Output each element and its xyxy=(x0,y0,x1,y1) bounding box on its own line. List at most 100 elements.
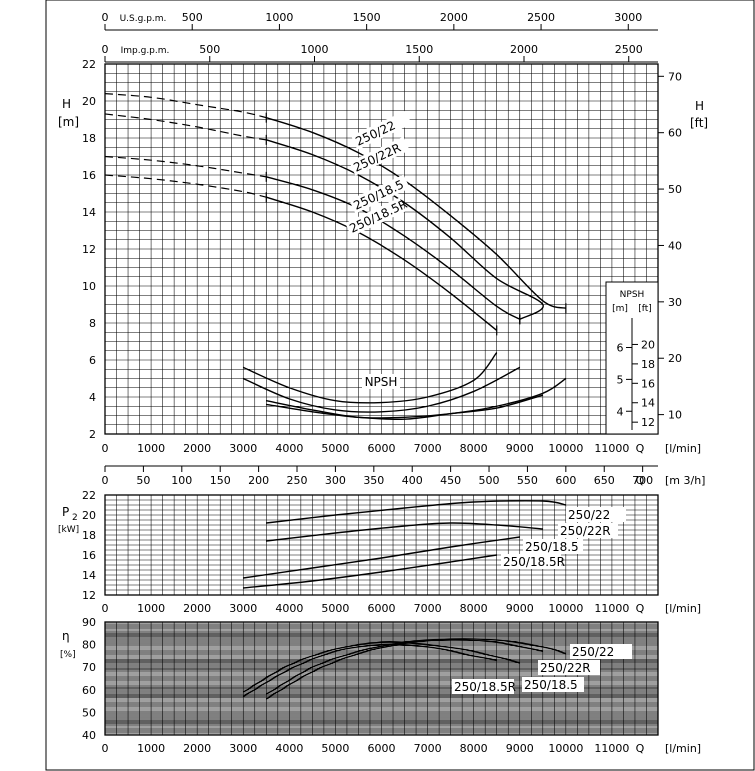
npsh-curve-label: NPSH xyxy=(365,375,398,389)
head-y-tick: 6 xyxy=(89,354,96,367)
head-curve-250185 xyxy=(266,176,521,320)
top-axis-impgpm-tick: 1500 xyxy=(405,43,433,56)
npsh-inset-title: NPSH xyxy=(620,290,645,300)
npsh-inset-ft-tick: 12 xyxy=(641,416,655,429)
top-axis-usgpm-tick: 2000 xyxy=(440,11,468,24)
page-border xyxy=(45,0,755,771)
head-x-tick: 0 xyxy=(102,442,109,455)
power-curve-label-bg xyxy=(523,539,583,554)
power-curve-label-bg xyxy=(501,554,561,569)
power-curve-label: 250/22 xyxy=(568,508,610,522)
eff-curve-label: 250/18.5R xyxy=(454,680,516,694)
head-y-tick: 18 xyxy=(82,132,96,145)
eff-x-tick: 10000 xyxy=(548,742,583,755)
head-x-tick: 11000 xyxy=(594,442,629,455)
eff-curve-label-bg xyxy=(452,679,514,694)
eff-x-label: Q xyxy=(636,742,645,755)
head-x-unit: [l/min] xyxy=(665,442,701,455)
eff-x-tick: 5000 xyxy=(321,742,349,755)
head-curve-label-bg xyxy=(349,174,410,214)
power-x-tick: 8000 xyxy=(460,602,488,615)
power-x-tick: 1000 xyxy=(137,602,165,615)
power-frame xyxy=(104,494,659,596)
m3h-axis-tick: 400 xyxy=(402,474,423,487)
eff-x-tick: 2000 xyxy=(183,742,211,755)
eff-y-tick: 40 xyxy=(82,729,96,742)
head-x-tick: 8000 xyxy=(460,442,488,455)
m3h-axis-label: Q xyxy=(636,474,645,487)
eff-curve-label-bg xyxy=(538,660,600,675)
top-axis-impgpm-tick: 1000 xyxy=(300,43,328,56)
head-y-tick: 2 xyxy=(89,428,96,441)
head-curve-dashed-250185 xyxy=(104,155,267,178)
power-y-unit: [kW] xyxy=(58,525,79,535)
eff-curve-label: 250/22R xyxy=(540,661,591,675)
m3h-axis-tick: 600 xyxy=(555,474,576,487)
npsh-inset-ft-tick: 18 xyxy=(641,358,655,371)
head-curve-label-bg xyxy=(351,110,412,150)
top-axis-impgpm-tick: 2000 xyxy=(510,43,538,56)
top-axis-impgpm-label: Imp.g.p.m. xyxy=(121,46,170,56)
top-axis-usgpm-tick: 500 xyxy=(182,11,203,24)
head-x-tick: 6000 xyxy=(368,442,396,455)
m3h-axis-tick: 700 xyxy=(632,474,653,487)
power-x-tick: 7000 xyxy=(414,602,442,615)
m3h-axis-tick: 200 xyxy=(248,474,269,487)
m3h-axis-tick: 500 xyxy=(479,474,500,487)
top-axis-usgpm-tick: 3000 xyxy=(614,11,642,24)
head-y-tick: 22 xyxy=(82,58,96,71)
npsh-curve xyxy=(266,394,543,421)
eff-x-tick: 4000 xyxy=(275,742,303,755)
power-curve-25022R xyxy=(266,522,543,542)
eff-curve-label-bg xyxy=(522,677,584,692)
npsh-inset-ft-tick: 14 xyxy=(641,397,655,410)
top-axis-usgpm-tick: 2500 xyxy=(527,11,555,24)
power-y-tick: 16 xyxy=(82,549,96,562)
npsh-inset-m-tick: 4 xyxy=(617,405,624,418)
power-y-tick: 18 xyxy=(82,529,96,542)
head-y-tick: 16 xyxy=(82,169,96,182)
eff-curve-label: 250/22 xyxy=(572,645,614,659)
top-axis-impgpm-tick: 2500 xyxy=(615,43,643,56)
power-x-tick: 6000 xyxy=(368,602,396,615)
head-x-tick: 7000 xyxy=(414,442,442,455)
head-y-tick: 8 xyxy=(89,317,96,330)
head-curve-25022 xyxy=(266,116,567,309)
m3h-axis-tick: 550 xyxy=(517,474,538,487)
head-y2-tick: 30 xyxy=(668,296,682,309)
head-y-tick: 12 xyxy=(82,243,96,256)
eff-x-tick: 3000 xyxy=(229,742,257,755)
head-y-unit: [m] xyxy=(58,115,79,129)
m3h-axis-tick: 450 xyxy=(440,474,461,487)
power-x-tick: 11000 xyxy=(594,602,629,615)
m3h-axis-unit: [m 3/h] xyxy=(665,474,705,487)
head-x-tick: 2000 xyxy=(183,442,211,455)
m3h-axis-tick: 0 xyxy=(102,474,109,487)
eff-curve-label-bg xyxy=(570,644,632,659)
eff-x-tick: 9000 xyxy=(506,742,534,755)
eff-curve-label: 250/18.5 xyxy=(524,678,578,692)
eff-x-tick: 1000 xyxy=(137,742,165,755)
power-x-tick: 5000 xyxy=(321,602,349,615)
power-curve-25022 xyxy=(266,500,566,524)
npsh-inset-ft-tick: 20 xyxy=(641,338,655,351)
npsh-curve xyxy=(266,377,567,419)
eff-y-tick: 80 xyxy=(82,639,96,652)
head-y2-tick: 40 xyxy=(668,239,682,252)
power-x-tick: 2000 xyxy=(183,602,211,615)
power-y-tick: 22 xyxy=(82,489,96,502)
eff-y-tick: 70 xyxy=(82,661,96,674)
power-x-tick: 3000 xyxy=(229,602,257,615)
power-x-tick: 10000 xyxy=(548,602,583,615)
head-y2-unit: [ft] xyxy=(690,116,708,130)
head-y2-tick: 10 xyxy=(668,409,682,422)
power-curve-label: 250/18.5 xyxy=(525,540,579,554)
head-curve-dashed-250185R xyxy=(104,174,267,198)
power-x-tick: 4000 xyxy=(275,602,303,615)
eff-x-tick: 7000 xyxy=(414,742,442,755)
eff-curve-250185 xyxy=(242,641,520,693)
npsh-inset-ft-tick: 16 xyxy=(641,377,655,390)
power-curve-label-bg xyxy=(566,507,626,522)
npsh-inset-m-tick: 5 xyxy=(617,373,624,386)
npsh-inset-unit-m: [m] xyxy=(612,304,628,314)
